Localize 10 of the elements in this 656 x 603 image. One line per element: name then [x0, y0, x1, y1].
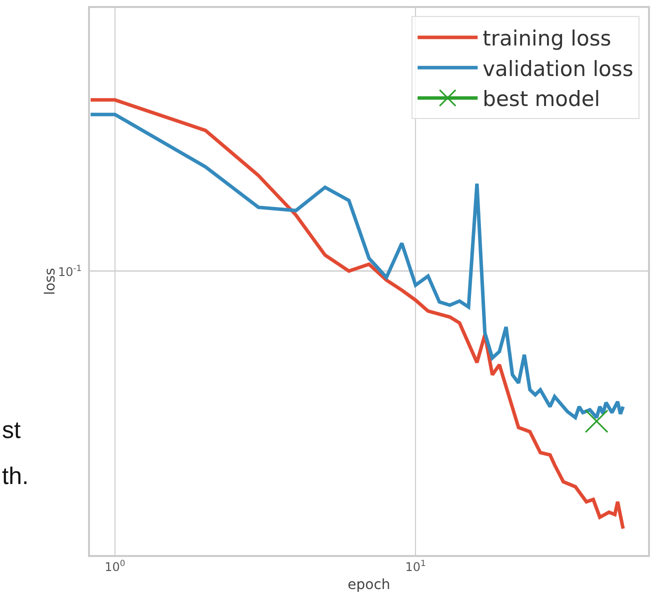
legend-label: training loss — [482, 26, 612, 51]
y-axis-title: loss — [42, 268, 58, 296]
x-tick-label: 10$^{0}$ — [104, 558, 126, 574]
text: th. — [2, 463, 29, 490]
legend-label: validation loss — [482, 56, 634, 81]
legend-label: best model — [482, 87, 600, 112]
text: 10$^{-1}$ — [58, 263, 82, 280]
text: st — [2, 417, 21, 444]
x-tick-label: 10$^{1}$ — [405, 558, 426, 574]
x-axis-title: epoch — [348, 576, 390, 593]
